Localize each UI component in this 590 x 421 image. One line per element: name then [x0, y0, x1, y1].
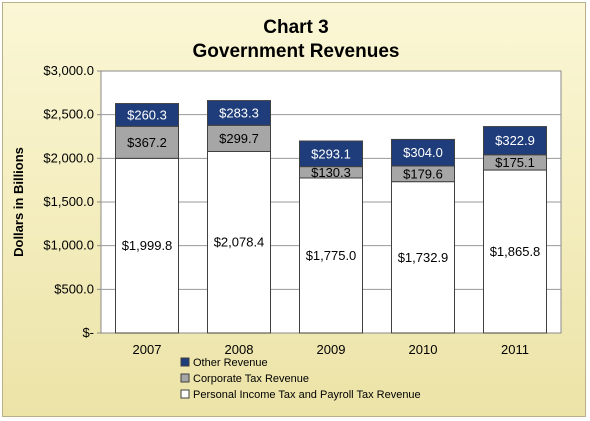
data-label: $1,865.8	[490, 244, 541, 259]
data-label: $293.1	[311, 146, 351, 161]
bar-segment	[207, 100, 271, 126]
chart-title: Chart 3	[263, 17, 328, 38]
data-label: $283.3	[219, 105, 259, 120]
data-label: $1,732.9	[398, 250, 449, 265]
legend-entry: Other Revenue	[193, 357, 268, 369]
data-label: $367.2	[127, 135, 167, 150]
data-label: $322.9	[495, 133, 535, 148]
bar-segment	[483, 126, 547, 156]
legend-swatch	[180, 389, 190, 399]
chart-svg: Chart 3 Government Revenues Dollars in B…	[11, 17, 562, 401]
legend-swatch	[180, 373, 190, 383]
data-label: $130.3	[311, 165, 351, 180]
bar-segment	[207, 150, 271, 334]
data-label: $304.0	[403, 145, 443, 160]
data-label: $2,078.4	[214, 235, 265, 250]
data-label: $260.3	[127, 107, 167, 122]
bar-segment	[115, 103, 179, 127]
chart-frame: Chart 3 Government Revenues Dollars in B…	[2, 2, 586, 417]
legend: Other Revenue Corporate Tax Revenue Person…	[180, 357, 421, 401]
data-labels: $1,999.8 $367.2 $260.3 $2,078.4 $299.7 $283.3…	[122, 105, 541, 264]
data-label: $1,999.8	[122, 238, 173, 253]
y-tick-label: $3,000.0	[43, 63, 94, 78]
y-tick-label: $1,000.0	[43, 238, 94, 253]
y-tick-label: $-	[82, 325, 94, 340]
y-axis-label: Dollars in Billions	[11, 147, 26, 257]
chart-subtitle: Government Revenues	[193, 41, 400, 62]
legend-swatch	[180, 357, 190, 367]
bars	[115, 100, 547, 334]
x-tick-label: 2008	[225, 342, 254, 357]
y-tick-label: $1,500.0	[43, 194, 94, 209]
bar-segment	[299, 140, 363, 168]
legend-entry: Corporate Tax Revenue	[193, 373, 309, 385]
data-label: $1,775.0	[306, 248, 357, 263]
x-tick-label: 2007	[133, 342, 162, 357]
legend-entry: Personal Income Tax and Payroll Tax Reve…	[193, 389, 421, 401]
x-tick-label: 2010	[409, 342, 438, 357]
bar-segment	[207, 124, 271, 152]
data-label: $299.7	[219, 131, 259, 146]
data-label: $175.1	[495, 155, 535, 170]
y-tick-label: $2,500.0	[43, 107, 94, 122]
data-label: $179.6	[403, 166, 443, 181]
y-tick-label: $500.0	[54, 281, 94, 296]
x-tick-label: 2011	[501, 342, 529, 357]
y-tick-label: $2,000.0	[43, 150, 94, 165]
x-tick-label: 2009	[317, 342, 346, 357]
y-axis-ticks: $- $500.0 $1,000.0 $1,500.0 $2,000.0 $2,500.0…	[43, 63, 101, 340]
bar-segment	[483, 169, 547, 334]
bar-segment	[391, 138, 455, 167]
bar-segment	[391, 181, 455, 334]
x-axis-ticks: 2007 2008 2009 2010 2011	[133, 342, 529, 357]
bar-segment	[115, 157, 179, 334]
